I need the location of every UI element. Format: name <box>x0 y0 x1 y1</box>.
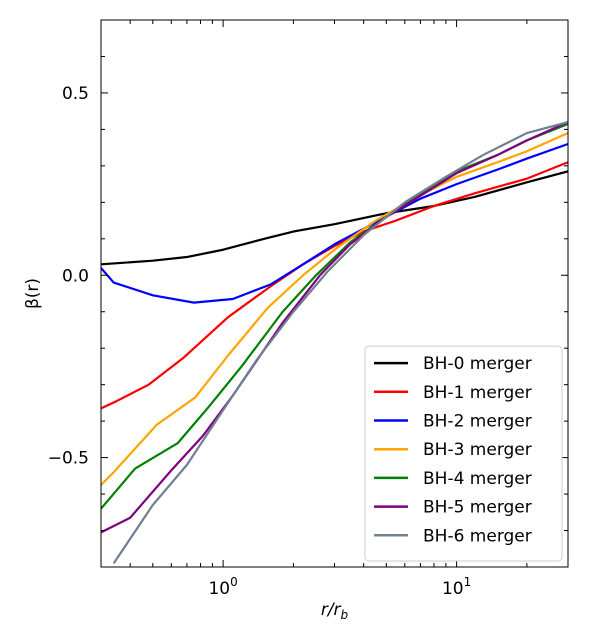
x-tick-label-base: 10 <box>442 579 464 599</box>
legend-box <box>364 345 563 562</box>
series-line-5 <box>101 121 568 534</box>
x-tick-label-exponent: 1 <box>464 575 472 589</box>
legend-label-6: BH-6 merger <box>423 526 532 546</box>
legend-label-3: BH-3 merger <box>423 440 532 460</box>
legend-label-4: BH-4 merger <box>423 469 532 489</box>
x-axis-title: r/rb <box>321 600 349 622</box>
x-tick-label: 101 <box>442 575 471 599</box>
legend-label-0: BH-0 merger <box>423 354 532 374</box>
plot-area <box>101 121 568 564</box>
series-line-3 <box>101 132 568 486</box>
x-tick-label-base: 10 <box>208 579 230 599</box>
legend: BH-0 merger BH-1 merger BH-2 merger BH-3 me… <box>364 345 563 562</box>
y-tick-label: 0.0 <box>62 266 89 286</box>
x-tick-label: 100 <box>208 575 237 599</box>
series-line-0 <box>101 170 568 266</box>
legend-label-5: BH-5 merger <box>423 498 532 518</box>
y-tick-label: −0.5 <box>48 449 89 469</box>
series-line-2 <box>101 142 568 304</box>
legend-label-2: BH-2 merger <box>423 412 532 432</box>
series-line-6 <box>112 121 568 564</box>
x-tick-label-exponent: 0 <box>230 575 238 589</box>
legend-label-1: BH-1 merger <box>423 383 532 403</box>
y-tick-label: 0.5 <box>62 84 89 104</box>
y-axis-title: β(r) <box>23 278 43 309</box>
